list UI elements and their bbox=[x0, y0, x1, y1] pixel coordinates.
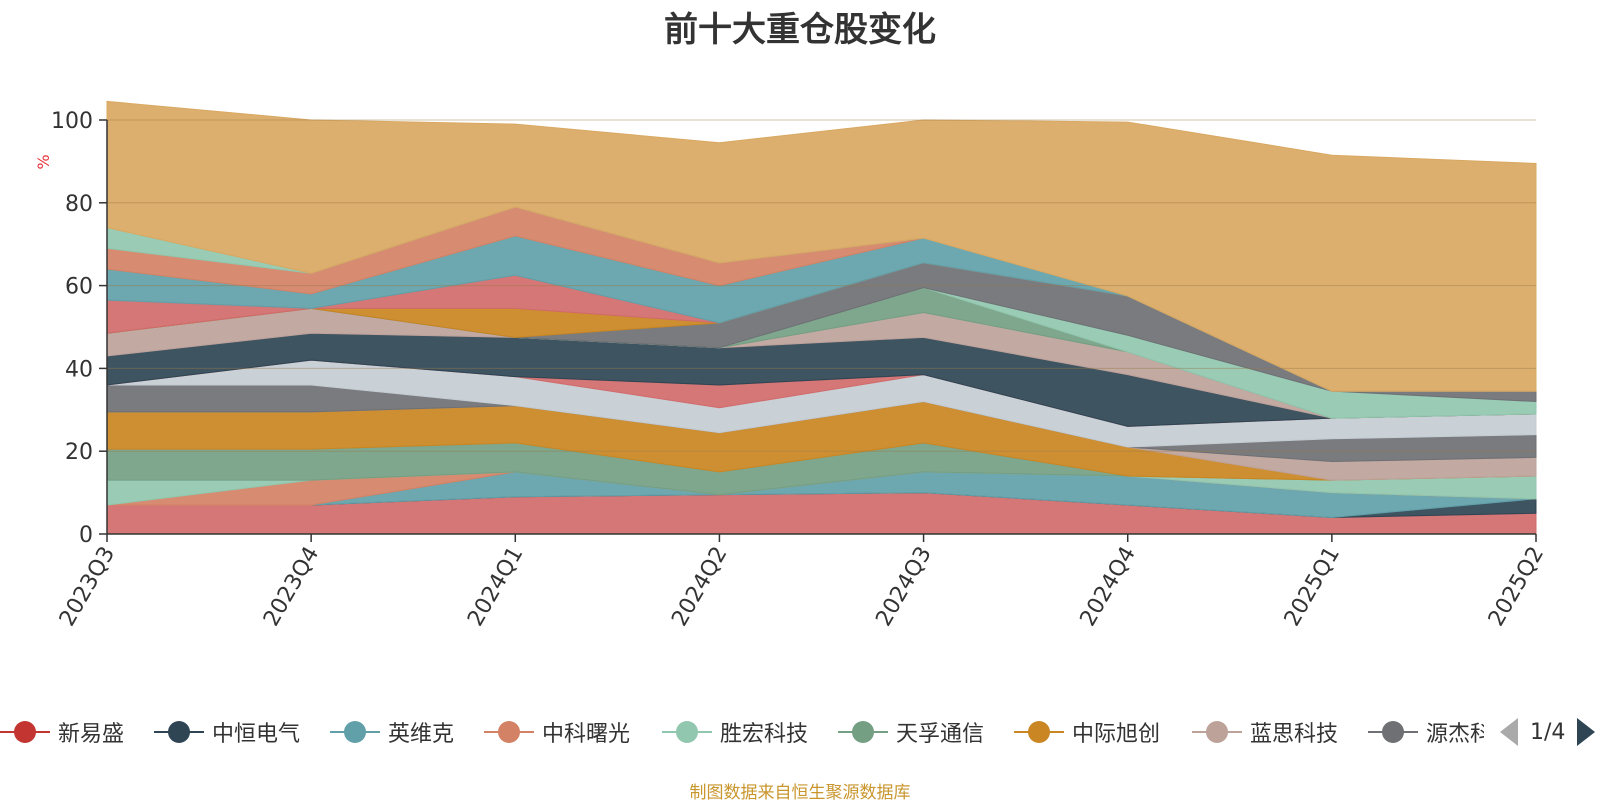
legend-label: 中科曙光 bbox=[542, 722, 631, 747]
legend-item[interactable]: 天孚通信 bbox=[838, 712, 984, 752]
grid-layer bbox=[107, 119, 1536, 452]
legend-marker-icon bbox=[662, 712, 712, 752]
y-tick-label-2: 40 bbox=[65, 357, 93, 382]
legend-item[interactable]: 蓝思科技 bbox=[1192, 712, 1338, 752]
legend-label: 胜宏科技 bbox=[720, 722, 809, 747]
legend-item[interactable]: 中恒电气 bbox=[154, 712, 300, 752]
stacked-area-chart: 0 20 40 60 80 100% 2023Q3 2023Q4 2024Q1 2024Q2 202… bbox=[34, 100, 1549, 631]
prev-page-icon[interactable] bbox=[1500, 718, 1518, 746]
x-tick-label-2: 2024Q1 bbox=[463, 543, 528, 631]
legend-marker-icon bbox=[154, 712, 204, 752]
legend-item[interactable]: 中科曙光 bbox=[484, 712, 630, 752]
y-tick-label-1: 20 bbox=[65, 440, 93, 465]
legend-marker-icon bbox=[484, 712, 534, 752]
y-tick-label-5: 100 bbox=[51, 109, 93, 134]
x-tick-label-7: 2025Q2 bbox=[1484, 543, 1549, 631]
next-page-icon[interactable] bbox=[1577, 718, 1596, 746]
legend: 新易盛 中恒电气 英维克 中科曙光 胜宏科技 天孚通信 中际旭创 蓝思科技 源杰科技 1/4 bbox=[0, 712, 1600, 752]
legend-item[interactable]: 英维克 bbox=[330, 712, 454, 752]
x-tick-label-6: 2025Q1 bbox=[1280, 543, 1345, 631]
y-tick-label-3: 60 bbox=[65, 275, 93, 300]
legend-page-indicator: 1/4 bbox=[1530, 719, 1566, 745]
x-tick-label-0: 2023Q3 bbox=[55, 543, 120, 631]
legend-item[interactable]: 中际旭创 bbox=[1014, 712, 1160, 752]
legend-pager: 1/4 bbox=[1500, 712, 1596, 752]
y-tick-label-4: 80 bbox=[65, 192, 93, 217]
y-tick-label-0: 0 bbox=[79, 523, 93, 548]
legend-marker-icon bbox=[1368, 712, 1418, 752]
legend-label: 新易盛 bbox=[58, 722, 125, 747]
series-area-21 bbox=[106, 100, 1537, 392]
legend-label: 天孚通信 bbox=[896, 722, 985, 747]
x-tick-label-1: 2023Q4 bbox=[259, 543, 324, 631]
legend-label: 英维克 bbox=[388, 722, 455, 747]
legend-item[interactable]: 新易盛 bbox=[0, 712, 124, 752]
legend-items: 新易盛 中恒电气 英维克 中科曙光 胜宏科技 天孚通信 中际旭创 蓝思科技 源杰科技 bbox=[0, 712, 1484, 752]
legend-item[interactable]: 胜宏科技 bbox=[662, 712, 808, 752]
legend-marker-icon bbox=[330, 712, 380, 752]
legend-label: 源杰科技 bbox=[1426, 722, 1484, 747]
source-note: 制图数据来自恒生聚源数据库 bbox=[689, 783, 911, 803]
y-axis-label: % bbox=[34, 154, 53, 169]
x-tick-label-5: 2024Q4 bbox=[1076, 543, 1141, 631]
legend-label: 中际旭创 bbox=[1072, 722, 1161, 747]
legend-label: 蓝思科技 bbox=[1250, 722, 1339, 747]
legend-marker-icon bbox=[1014, 712, 1064, 752]
legend-marker-icon bbox=[1192, 712, 1242, 752]
area-layer bbox=[106, 100, 1537, 535]
x-tick-label-3: 2024Q2 bbox=[667, 543, 732, 631]
chart-title: 前十大重仓股变化 bbox=[664, 10, 936, 50]
legend-label: 中恒电气 bbox=[212, 722, 301, 747]
legend-marker-icon bbox=[0, 712, 50, 752]
legend-item[interactable]: 源杰科技 bbox=[1368, 712, 1484, 752]
legend-marker-icon bbox=[838, 712, 888, 752]
x-tick-label-4: 2024Q3 bbox=[871, 543, 936, 631]
